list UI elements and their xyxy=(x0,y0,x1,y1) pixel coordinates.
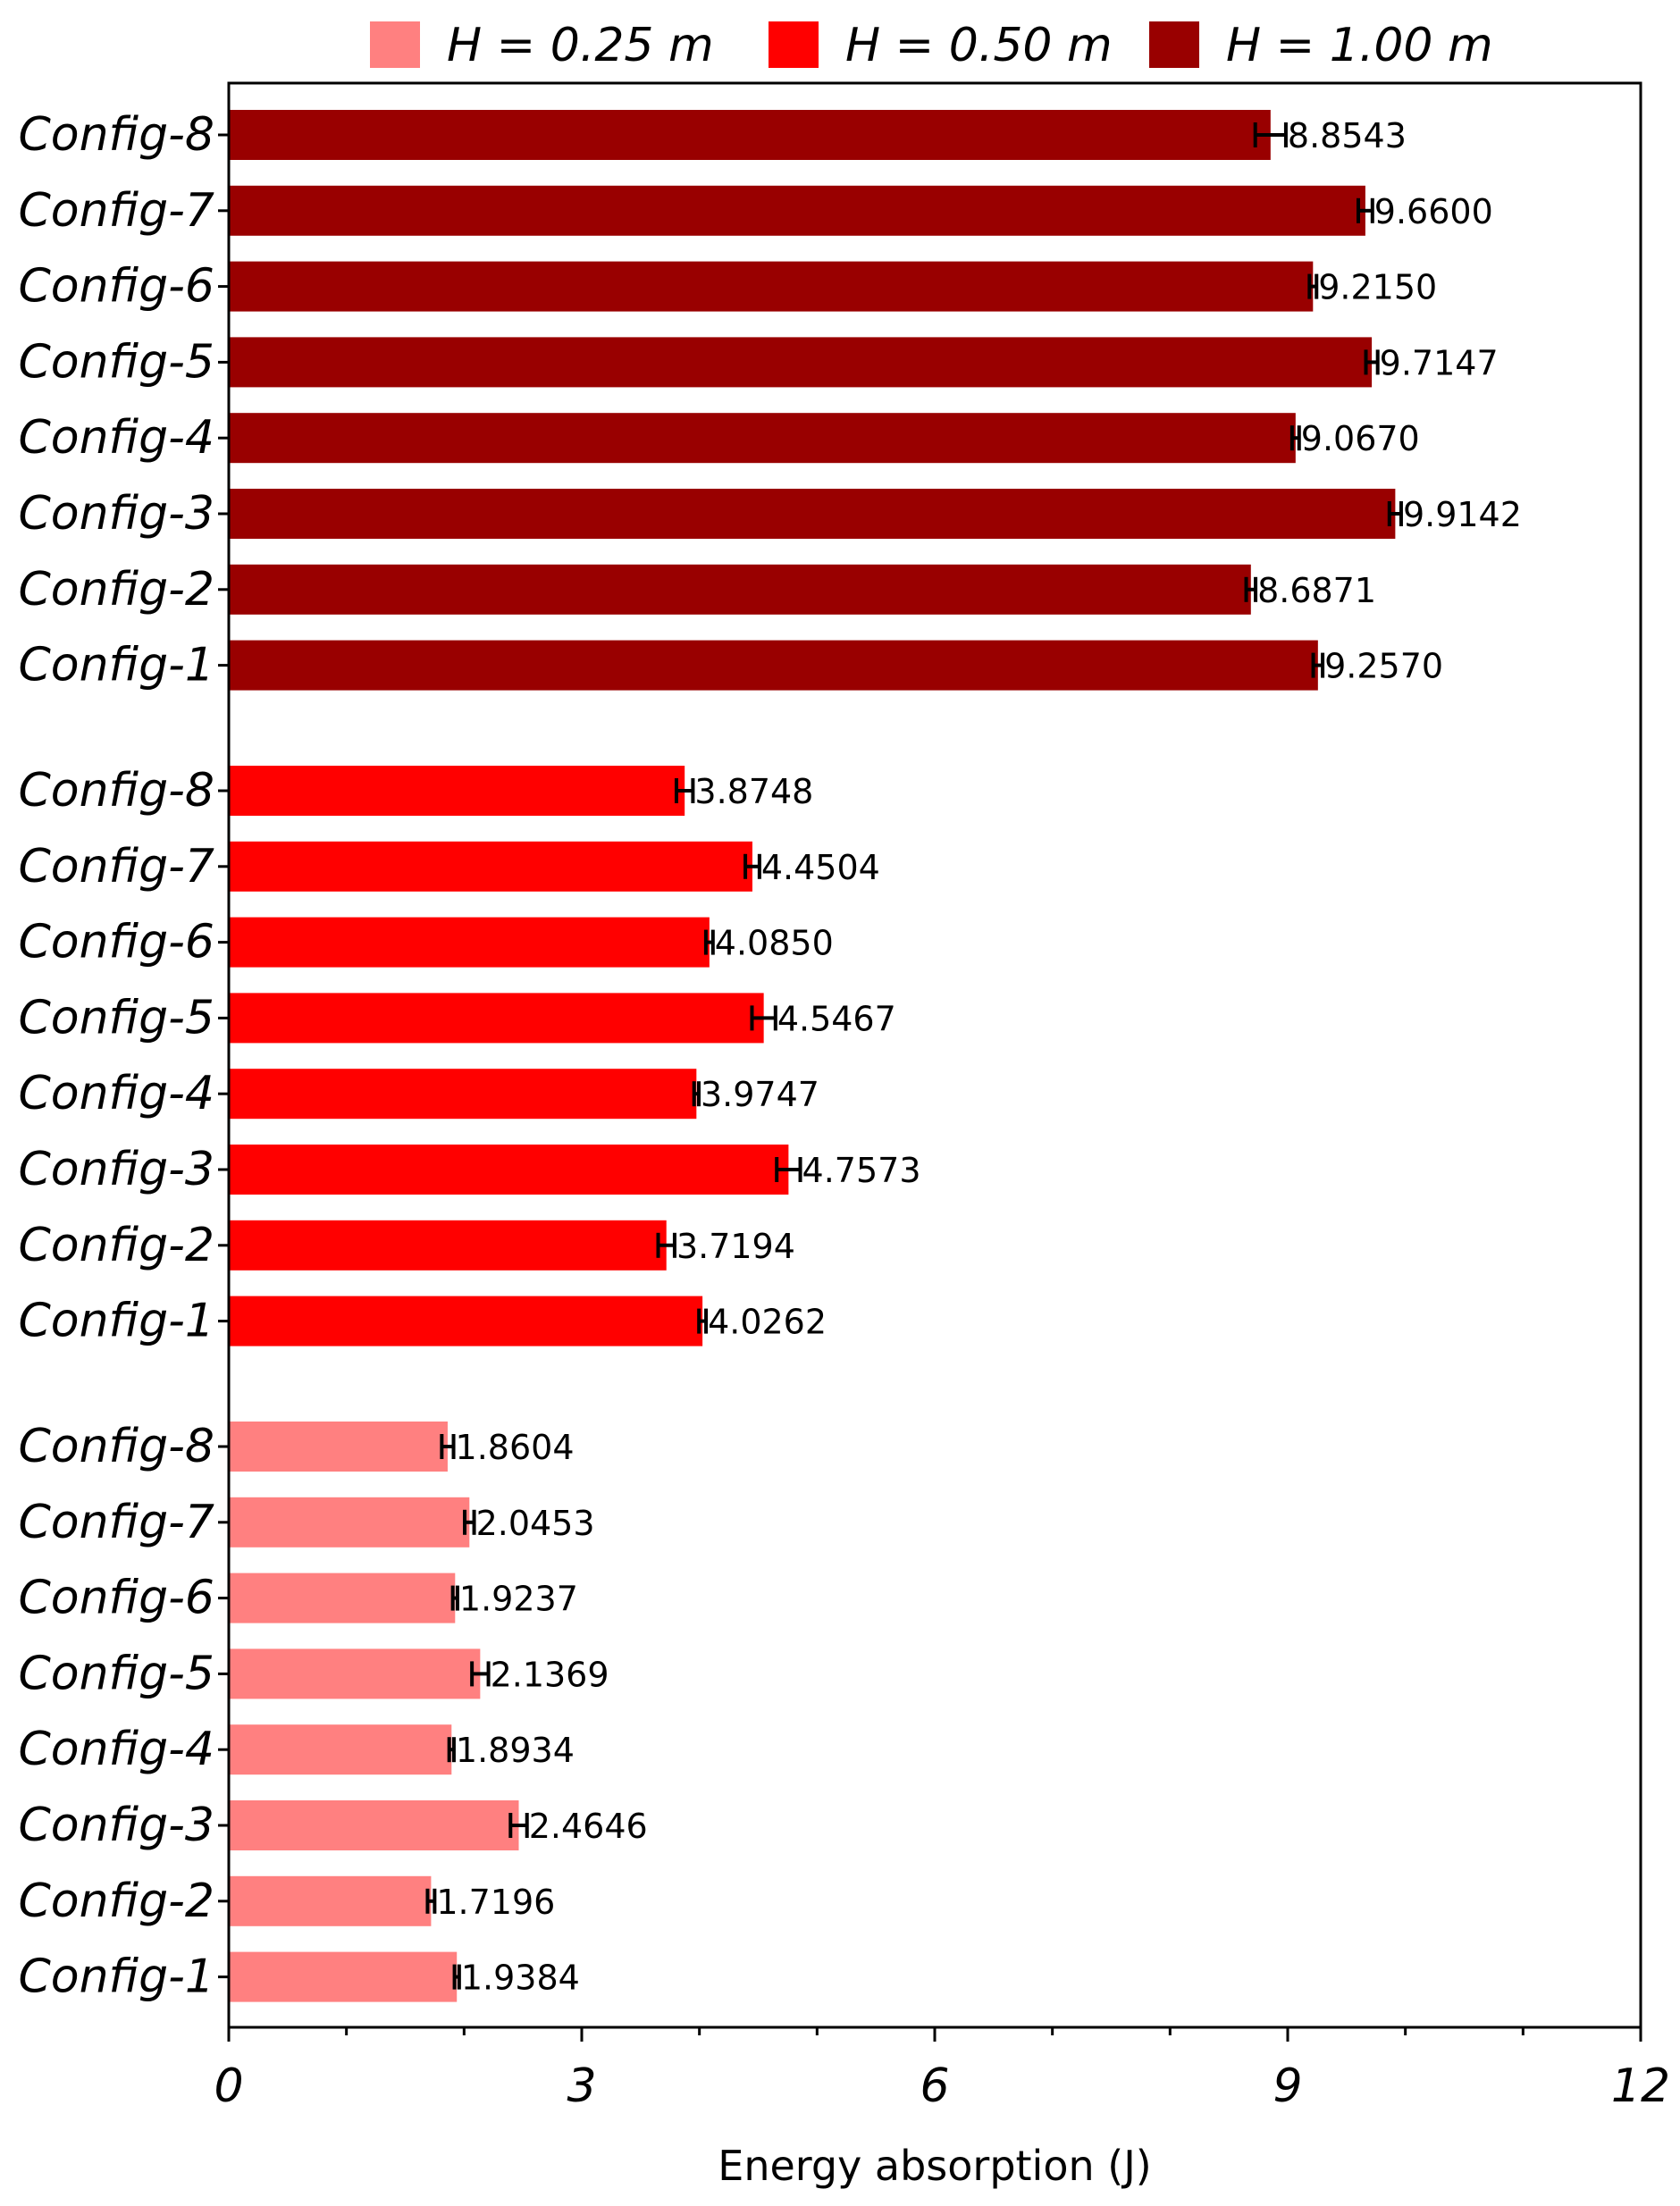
x-axis-title: Energy absorption (J) xyxy=(718,2142,1151,2190)
bar xyxy=(229,1875,432,1926)
data-label: 9.2150 xyxy=(1318,268,1437,307)
data-label: 1.7196 xyxy=(436,1883,555,1922)
category-label: Config-6 xyxy=(18,1572,214,1625)
data-label: 3.9747 xyxy=(701,1075,819,1114)
category-label: Config-8 xyxy=(18,764,214,818)
legend: H = 0.25 m H = 0.50 m H = 1.00 m xyxy=(370,19,1493,72)
data-label: 8.8543 xyxy=(1288,116,1407,155)
bar xyxy=(229,261,1314,312)
series-2: 3.8748 4.4504 4.0850 4.5467 3.9747 4.75733.71… xyxy=(229,766,921,1346)
category-label: Config-1 xyxy=(18,639,214,692)
category-label: Config-7 xyxy=(18,184,214,238)
bar xyxy=(229,1648,481,1699)
data-label: 2.0453 xyxy=(476,1504,595,1543)
category-label: Config-5 xyxy=(18,1647,214,1700)
data-label: 9.0670 xyxy=(1301,419,1420,458)
category-label: Config-2 xyxy=(18,1875,214,1928)
data-label: 9.2570 xyxy=(1324,647,1443,686)
series-1: 8.8543 9.6600 9.2150 9.7147 9.0670 9.9142 8.68… xyxy=(229,110,1522,691)
category-label: Config-5 xyxy=(18,991,214,1044)
category-label: Config-8 xyxy=(18,1420,214,1473)
legend-label: H = 1.00 m xyxy=(1226,19,1493,72)
x-axis: 0 3 6 9 12 xyxy=(214,2027,1670,2113)
data-label: 1.8604 xyxy=(456,1428,575,1467)
bars-layer: 8.8543 9.6600 9.2150 9.7147 9.0670 9.9142 8.68… xyxy=(229,110,1522,2002)
bar xyxy=(229,110,1271,160)
bar xyxy=(229,1951,458,2002)
data-label: 4.5467 xyxy=(777,999,896,1038)
category-label: Config-2 xyxy=(18,1219,214,1272)
data-label: 2.1369 xyxy=(491,1655,609,1694)
category-label: Config-1 xyxy=(18,1295,214,1348)
legend-label: H = 0.50 m xyxy=(845,19,1113,72)
legend-label: H = 0.25 m xyxy=(447,19,714,72)
category-label: Config-6 xyxy=(18,916,214,969)
bar xyxy=(229,1800,519,1850)
bar xyxy=(229,185,1365,236)
bar xyxy=(229,917,710,968)
category-label: Config-2 xyxy=(18,563,214,617)
legend-swatch xyxy=(370,21,420,68)
bar xyxy=(229,1220,667,1271)
legend-item: H = 0.25 m xyxy=(370,19,714,72)
category-label: Config-3 xyxy=(18,487,214,541)
bar xyxy=(229,1724,452,1775)
data-label: 4.0262 xyxy=(708,1303,827,1342)
x-tick-label: 3 xyxy=(567,2059,596,2113)
data-label: 9.7147 xyxy=(1380,343,1499,382)
series-3: 1.8604 2.0453 1.9237 2.1369 1.8934 2.4646 1.71… xyxy=(229,1422,648,2002)
data-label: 1.9384 xyxy=(461,1959,580,1998)
bar xyxy=(229,766,685,816)
category-label: Config-8 xyxy=(18,108,214,162)
bar xyxy=(229,564,1251,615)
data-label: 3.8748 xyxy=(694,772,813,811)
x-tick-label: 9 xyxy=(1273,2059,1302,2113)
data-label: 4.4504 xyxy=(761,848,880,887)
legend-item: H = 0.50 m xyxy=(769,19,1113,72)
data-label: 3.7194 xyxy=(676,1227,795,1266)
category-label: Config-7 xyxy=(18,1496,214,1549)
legend-swatch xyxy=(1149,21,1199,68)
x-tick-label: 12 xyxy=(1611,2059,1670,2113)
bar xyxy=(229,993,764,1044)
category-label: Config-4 xyxy=(18,1067,214,1120)
data-label: 4.7573 xyxy=(802,1151,921,1190)
data-label: 4.0850 xyxy=(715,924,834,963)
category-label: Config-3 xyxy=(18,1143,214,1196)
bar xyxy=(229,413,1296,464)
data-label: 9.9142 xyxy=(1403,495,1522,534)
data-label: 1.8934 xyxy=(456,1731,575,1770)
legend-swatch xyxy=(769,21,819,68)
data-label: 9.6600 xyxy=(1374,192,1493,231)
bar xyxy=(229,1573,456,1623)
bar xyxy=(229,1422,448,1472)
legend-item: H = 1.00 m xyxy=(1149,19,1493,72)
category-label: Config-1 xyxy=(18,1950,214,2004)
data-label: 1.9237 xyxy=(459,1580,578,1619)
category-label: Config-6 xyxy=(18,260,214,314)
category-label: Config-3 xyxy=(18,1799,214,1852)
x-tick-label: 6 xyxy=(920,2059,949,2113)
category-labels: Config-8 Config-7 Config-6 Config-5 Config-4… xyxy=(18,108,229,2004)
bar xyxy=(229,640,1318,691)
category-label: Config-4 xyxy=(18,411,214,465)
category-label: Config-7 xyxy=(18,840,214,893)
data-label: 2.4646 xyxy=(529,1807,648,1846)
bar xyxy=(229,337,1373,388)
bar xyxy=(229,489,1396,539)
category-label: Config-5 xyxy=(18,335,214,389)
bar xyxy=(229,841,752,892)
bar xyxy=(229,1296,703,1346)
category-label: Config-4 xyxy=(18,1723,214,1776)
bar xyxy=(229,1069,697,1120)
bar xyxy=(229,1497,470,1548)
x-tick-label: 0 xyxy=(214,2059,243,2113)
data-label: 8.6871 xyxy=(1257,571,1376,610)
bar xyxy=(229,1145,789,1195)
